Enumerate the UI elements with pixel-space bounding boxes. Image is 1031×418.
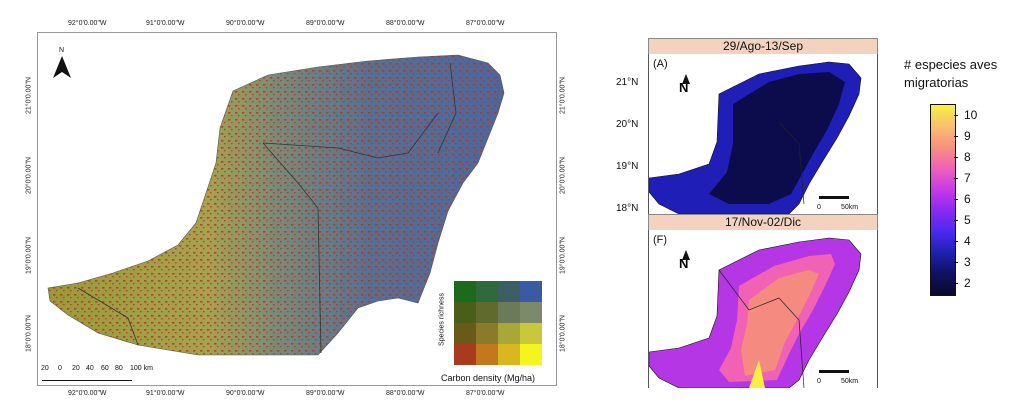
legend-cell [520, 344, 542, 365]
legend-x-label: Carbon density (Mg/ha) [441, 373, 536, 383]
legend-tick-label: 10 [964, 107, 978, 122]
top-panel-label: (A) [653, 58, 668, 70]
bottom-coord: 89°0'0.00"W [306, 390, 345, 397]
top-coord: 89°0'0.00"W [306, 20, 345, 27]
bottom-map-shape [649, 237, 862, 388]
bottom-scale-bar [819, 370, 849, 373]
top-scale-bar [819, 196, 849, 199]
top-map-shape [649, 61, 862, 214]
bivariate-legend [454, 281, 542, 365]
legend-cell [454, 281, 476, 302]
bottom-north-arrow-icon [682, 250, 690, 260]
legend-cell [520, 281, 542, 302]
left-map: 92°0'0.00"W 91°0'0.00"W 90°0'0.00"W 89°0… [25, 20, 567, 397]
bottom-map-title: 17/Nov-02/Dic [648, 214, 878, 231]
lat-label: 21°N [616, 77, 639, 88]
side-coord-right: 20°0'0.00"N [559, 157, 567, 194]
north-arrow-icon [53, 56, 71, 78]
top-north-label: N [679, 80, 689, 95]
side-coord-right: 21°0'0.00"N [559, 77, 567, 114]
legend-y-label: Species richness [438, 293, 446, 346]
top-coord: 90°0'0.00"W [226, 20, 265, 27]
scale-label: 40 [86, 365, 94, 372]
legend-cell [454, 344, 476, 365]
legend-tick-mark [954, 156, 958, 158]
top-coord: 87°0'0.00"W [466, 20, 505, 27]
bottom-right-map: (F) N 0 50km [648, 230, 878, 388]
legend-tick-label: 3 [964, 255, 971, 270]
legend-cell [498, 281, 520, 302]
bottom-north-label: N [679, 256, 689, 271]
top-scale-label: 50km [841, 204, 859, 211]
legend-tick-label: 2 [964, 276, 971, 291]
legend-cell [476, 281, 498, 302]
legend-tick-mark [954, 177, 958, 179]
legend-colorbar [930, 104, 956, 296]
side-coord-left: 19°0'0.00"N [25, 237, 33, 274]
bottom-panel-label: (F) [653, 234, 668, 246]
bottom-coord: 91°0'0.00"W [146, 390, 185, 397]
side-coord-right: 18°0'0.00"N [559, 315, 567, 352]
legend-cell [498, 323, 520, 344]
legend-cell [454, 302, 476, 323]
lat-label: 20°N [616, 119, 639, 130]
legend-cell [476, 323, 498, 344]
scale-bar [42, 374, 132, 381]
legend-tick-mark [954, 199, 958, 200]
left-map-frame [37, 32, 557, 386]
legend-tick-mark [954, 114, 958, 116]
top-scale-label: 0 [817, 204, 821, 211]
top-north-arrow-icon [682, 74, 690, 84]
scale-label: 20 [72, 365, 80, 372]
legend-tick-label: 9 [964, 128, 971, 143]
legend-tick-label: 7 [964, 170, 971, 185]
lat-label: 19°N [616, 161, 639, 172]
bottom-coord: 87°0'0.00"W [466, 390, 505, 397]
scale-label: 100 km [130, 365, 153, 372]
lat-label: 18°N [616, 203, 639, 214]
bottom-coord: 92°0'0.00"W [68, 390, 107, 397]
legend-cell [520, 323, 542, 344]
legend-tick-mark [954, 220, 958, 222]
scale-label: 0 [58, 365, 62, 372]
legend-cell [498, 344, 520, 365]
legend-cell [520, 302, 542, 323]
legend-tick-mark [954, 262, 958, 264]
top-coord: 88°0'0.00"W [386, 20, 425, 27]
legend-tick-mark [954, 283, 958, 285]
legend-title: # especies aves migratorias [904, 56, 997, 92]
legend-tick-label: 8 [964, 149, 971, 164]
bottom-scale-label: 50km [841, 378, 859, 385]
north-label: N [59, 47, 65, 54]
legend-tick-label: 4 [964, 234, 971, 249]
top-map-title: 29/Ago-13/Sep [648, 38, 878, 55]
legend-tick-label: 6 [964, 192, 971, 206]
side-coord-right: 19°0'0.00"N [559, 237, 567, 274]
legend-cell [498, 302, 520, 323]
legend-cell [476, 302, 498, 323]
peninsula-map [47, 54, 505, 356]
bottom-scale-label: 0 [817, 378, 821, 385]
legend-tick-label: 5 [964, 213, 971, 228]
legend-title-line2: migratorias [904, 75, 969, 90]
scale-label: 80 [115, 365, 123, 372]
side-coord-left: 21°0'0.00"N [25, 77, 33, 114]
legend-cell [454, 323, 476, 344]
legend-tick-mark [954, 241, 958, 243]
scale-label: 60 [101, 365, 109, 372]
top-coord: 92°0'0.00"W [68, 20, 107, 27]
bottom-coord: 90°0'0.00"W [226, 390, 265, 397]
side-coord-left: 20°0'0.00"N [25, 157, 33, 194]
legend-ticks: 10 9 8 7 6 5 4 3 2 [954, 104, 1000, 294]
legend-title-line1: # especies aves [904, 57, 998, 72]
legend-tick-mark [954, 135, 958, 137]
scale-label: 20 [41, 365, 49, 372]
top-coord: 91°0'0.00"W [146, 20, 185, 27]
side-coord-left: 18°0'0.00"N [25, 315, 33, 352]
bottom-coord: 88°0'0.00"W [386, 390, 425, 397]
top-right-map: (A) N 0 50km [648, 54, 878, 214]
legend-cell [476, 344, 498, 365]
